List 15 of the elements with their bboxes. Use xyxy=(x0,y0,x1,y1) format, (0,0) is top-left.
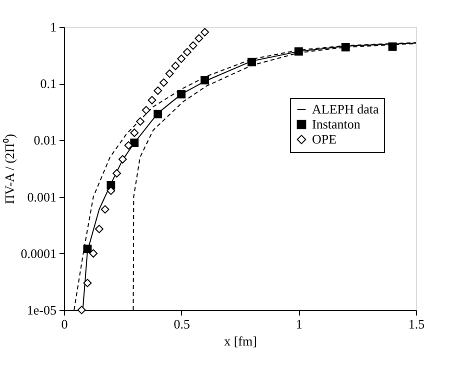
y-tick-label: 0.01 xyxy=(34,132,56,148)
x-tick-label: 0.5 xyxy=(174,316,190,332)
y-tick-label: 1 xyxy=(50,20,56,34)
y-tick-label: 0.001 xyxy=(27,189,56,204)
x-axis-title: x [fm] xyxy=(224,334,257,348)
x-tick-label: 1.5 xyxy=(408,316,425,332)
y-tick-label: 0.0001 xyxy=(20,246,56,261)
legend-label: ALEPH data xyxy=(312,102,380,116)
y-tick-label: 0.1 xyxy=(40,76,56,92)
x-tick-label: 0 xyxy=(61,316,68,332)
y-axis-title: ΠV-A / (2Π⁰) xyxy=(2,134,17,204)
legend-label: Instanton xyxy=(312,116,361,132)
legend-label: OPE xyxy=(312,132,337,146)
x-tick-label: 1 xyxy=(296,316,302,332)
y-tick-label: 1e-05 xyxy=(26,302,56,318)
